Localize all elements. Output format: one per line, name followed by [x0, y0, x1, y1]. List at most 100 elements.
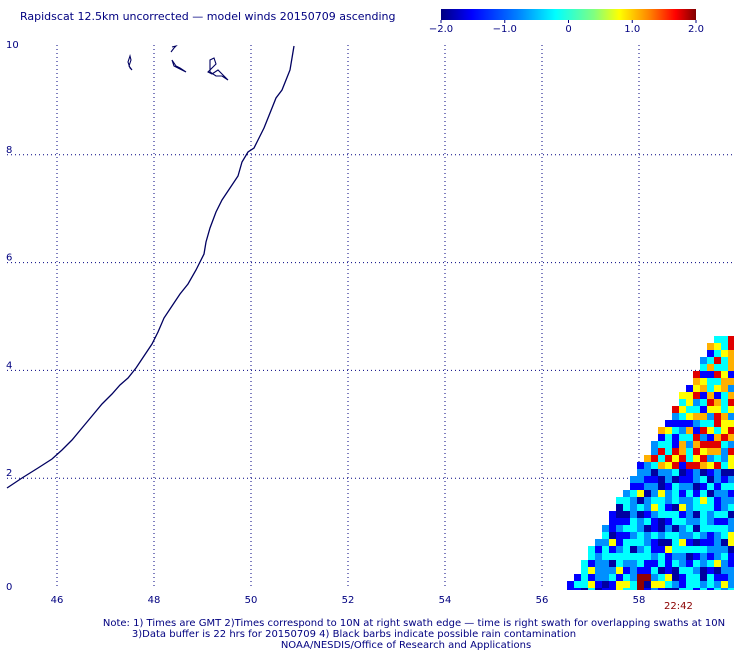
swath-cell	[665, 560, 672, 567]
swath-cell	[700, 420, 707, 427]
swath-cell	[665, 462, 672, 469]
swath-cell	[707, 518, 714, 525]
swath-cell	[707, 532, 714, 539]
swath-cell	[721, 413, 728, 420]
swath-cell	[616, 553, 623, 560]
swath-cell	[609, 518, 616, 525]
swath-cell	[574, 581, 581, 588]
swath-cell	[679, 504, 686, 511]
swath-cell	[700, 539, 707, 546]
swath-cell	[700, 392, 707, 399]
swath-cell	[714, 455, 721, 462]
swath-cell	[714, 343, 721, 350]
swath-cell	[721, 392, 728, 399]
swath-cell	[728, 553, 734, 560]
swath-cell	[672, 560, 679, 567]
swath-cell	[637, 553, 644, 560]
swath-cell	[644, 574, 651, 581]
swath-cell	[707, 546, 714, 553]
swath-cell	[679, 434, 686, 441]
swath-cell	[644, 483, 651, 490]
swath-cell	[672, 518, 679, 525]
swath-cell	[693, 553, 700, 560]
swath-cell	[672, 476, 679, 483]
swath-cell	[679, 539, 686, 546]
swath-cell	[602, 539, 609, 546]
swath-cell	[672, 497, 679, 504]
wind-swath	[567, 336, 734, 590]
swath-cell	[714, 413, 721, 420]
swath-cell	[616, 588, 623, 590]
swath-cell	[658, 546, 665, 553]
swath-cell	[728, 504, 734, 511]
swath-cell	[721, 567, 728, 574]
swath-cell	[721, 427, 728, 434]
swath-cell	[637, 588, 644, 590]
swath-cell	[658, 532, 665, 539]
swath-cell	[707, 350, 714, 357]
swath-cell	[686, 532, 693, 539]
swath-cell	[728, 420, 734, 427]
swath-cell	[714, 581, 721, 588]
swath-cell	[588, 553, 595, 560]
swath-cell	[693, 539, 700, 546]
swath-cell	[693, 420, 700, 427]
swath-cell	[616, 525, 623, 532]
swath-cell	[714, 588, 721, 590]
swath-cell	[707, 413, 714, 420]
swath-cell	[679, 462, 686, 469]
swath-cell	[658, 441, 665, 448]
colorbar-tick-label: −1.0	[493, 24, 517, 35]
swath-cell	[630, 511, 637, 518]
swath-cell	[714, 420, 721, 427]
swath-cell	[728, 350, 734, 357]
colorbar: −2.0 −1.0 0 1.0 2.0	[429, 9, 704, 35]
swath-cell	[672, 532, 679, 539]
swath-cell	[728, 483, 734, 490]
swath-cell	[714, 539, 721, 546]
swath-cell	[637, 525, 644, 532]
swath-cell	[721, 525, 728, 532]
swath-cell	[623, 574, 630, 581]
swath-cell	[686, 560, 693, 567]
swath-cell	[616, 567, 623, 574]
swath-cell	[679, 497, 686, 504]
swath-cell	[630, 567, 637, 574]
swath-cell	[616, 581, 623, 588]
swath-cell	[651, 581, 658, 588]
swath-cell	[651, 560, 658, 567]
swath-cell	[686, 413, 693, 420]
swath-cell	[665, 483, 672, 490]
swath-cell	[721, 434, 728, 441]
swath-cell	[588, 588, 595, 590]
swath-cell	[707, 420, 714, 427]
swath-cell	[644, 469, 651, 476]
swath-cell	[609, 511, 616, 518]
swath-cell	[721, 539, 728, 546]
swath-cell	[707, 553, 714, 560]
swath-cell	[665, 532, 672, 539]
swath-cell	[679, 518, 686, 525]
lon-tick-label: 58	[633, 595, 646, 606]
swath-cell	[728, 413, 734, 420]
swath-cell	[707, 441, 714, 448]
colorbar-tick-label: 1.0	[624, 24, 640, 35]
swath-cell	[616, 518, 623, 525]
swath-cell	[721, 497, 728, 504]
swath-cell	[658, 490, 665, 497]
island-1	[170, 44, 178, 53]
swath-cell	[651, 567, 658, 574]
swath-cell	[721, 581, 728, 588]
swath-cell	[707, 364, 714, 371]
swath-cell	[728, 364, 734, 371]
swath-cell	[707, 525, 714, 532]
swath-cell	[728, 588, 734, 590]
swath-cell	[658, 588, 665, 590]
swath-cell	[714, 574, 721, 581]
swath-cell	[637, 567, 644, 574]
swath-cell	[630, 476, 637, 483]
swath-cell	[686, 462, 693, 469]
swath-cell	[679, 420, 686, 427]
swath-cell	[686, 427, 693, 434]
